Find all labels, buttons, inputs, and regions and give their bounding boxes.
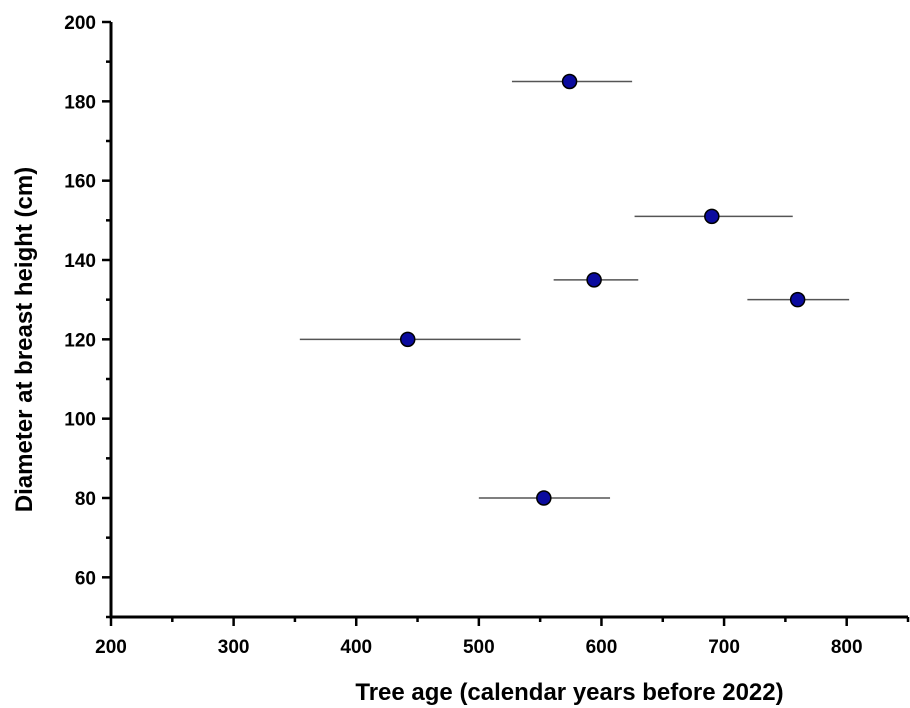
data-point-5 — [399, 331, 416, 348]
x-ticks: 200 300 400 500 600 700 800 — [95, 617, 910, 658]
y-tick-label: 100 — [64, 410, 96, 431]
data-point-4 — [789, 291, 806, 308]
y-axis-title: Diameter at breast height (cm) — [11, 167, 38, 512]
x-tick-label: 300 — [218, 637, 250, 658]
y-tick-label: 60 — [75, 568, 96, 589]
x-tick-label: 200 — [95, 637, 127, 658]
axes — [109, 22, 908, 619]
x-axis-title: Tree age (calendar years before 2022) — [355, 679, 783, 706]
y-tick-label: 120 — [64, 330, 96, 351]
x-tick-label: 800 — [831, 637, 863, 658]
x-tick-label: 400 — [340, 637, 372, 658]
y-tick-label: 80 — [75, 489, 96, 510]
data-point-3 — [586, 272, 602, 288]
data-point-6 — [536, 490, 552, 506]
data-points — [399, 73, 806, 506]
data-point-2 — [704, 208, 720, 225]
data-point-1 — [561, 73, 578, 90]
y-ticks: 60 80 100 120 140 160 180 200 — [64, 13, 111, 619]
y-tick-label: 200 — [64, 13, 96, 34]
x-tick-label: 500 — [463, 637, 495, 658]
y-tick-label: 180 — [64, 92, 96, 113]
y-tick-label: 140 — [64, 251, 96, 272]
x-tick-label: 600 — [586, 637, 618, 658]
x-tick-label: 700 — [708, 637, 740, 658]
error-bars — [299, 80, 850, 499]
y-tick-label: 160 — [64, 172, 96, 193]
